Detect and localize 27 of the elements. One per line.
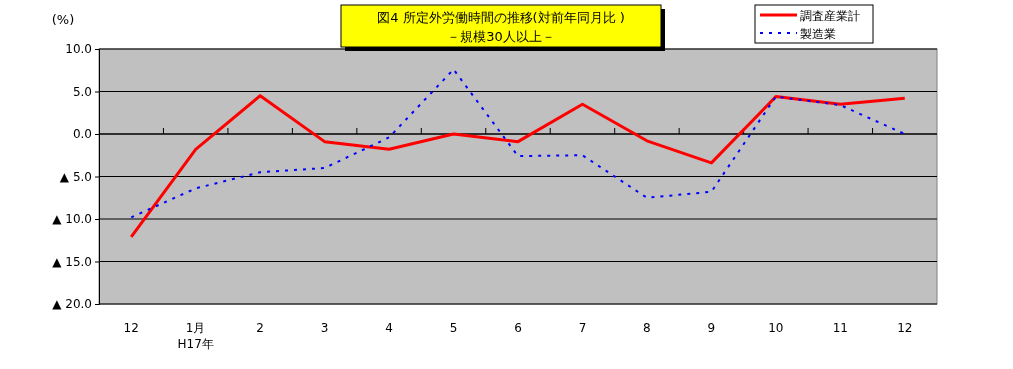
x-tick-label: 8 bbox=[643, 321, 651, 335]
y-tick-label: 5.0 bbox=[72, 84, 92, 99]
y-tick-label: 10.0 bbox=[65, 42, 92, 57]
x-tick-label: 10 bbox=[768, 321, 784, 335]
y-tick-label: ▲ 5.0 bbox=[59, 169, 92, 184]
y-tick-label: ▲ 10.0 bbox=[52, 212, 92, 227]
x-tick-label: 12 bbox=[123, 321, 139, 335]
line-series bbox=[130, 68, 906, 219]
chart-subtitle: －規模30人以上－ bbox=[447, 29, 555, 44]
y-tick-label: 0.0 bbox=[72, 127, 92, 142]
y-tick-label: ▲ 20.0 bbox=[52, 297, 92, 312]
y-tick-label: ▲ 15.0 bbox=[52, 254, 92, 269]
x-tick-label: 11 bbox=[832, 321, 848, 335]
x-tick-label: 6 bbox=[514, 321, 522, 335]
x-tick-label: 5 bbox=[449, 321, 458, 335]
y-axis-title: (%) bbox=[51, 12, 75, 27]
x-tick-label: 3 bbox=[320, 321, 329, 335]
legend-label: 調査産業計 bbox=[800, 9, 860, 23]
line-series bbox=[129, 94, 907, 239]
x-tick-label: 9 bbox=[707, 321, 716, 335]
x-tick-label: 12 bbox=[897, 321, 913, 335]
x-tick-label: 7 bbox=[578, 321, 587, 335]
chart-title: 図4 所定外労働時間の推移(対前年同月比 ) bbox=[377, 10, 625, 25]
legend-label: 製造業 bbox=[800, 27, 836, 41]
x-tick-label: 4 bbox=[385, 321, 393, 335]
x-tick-label: 1月 H17年 bbox=[177, 321, 214, 351]
x-tick-label: 2 bbox=[256, 321, 264, 335]
